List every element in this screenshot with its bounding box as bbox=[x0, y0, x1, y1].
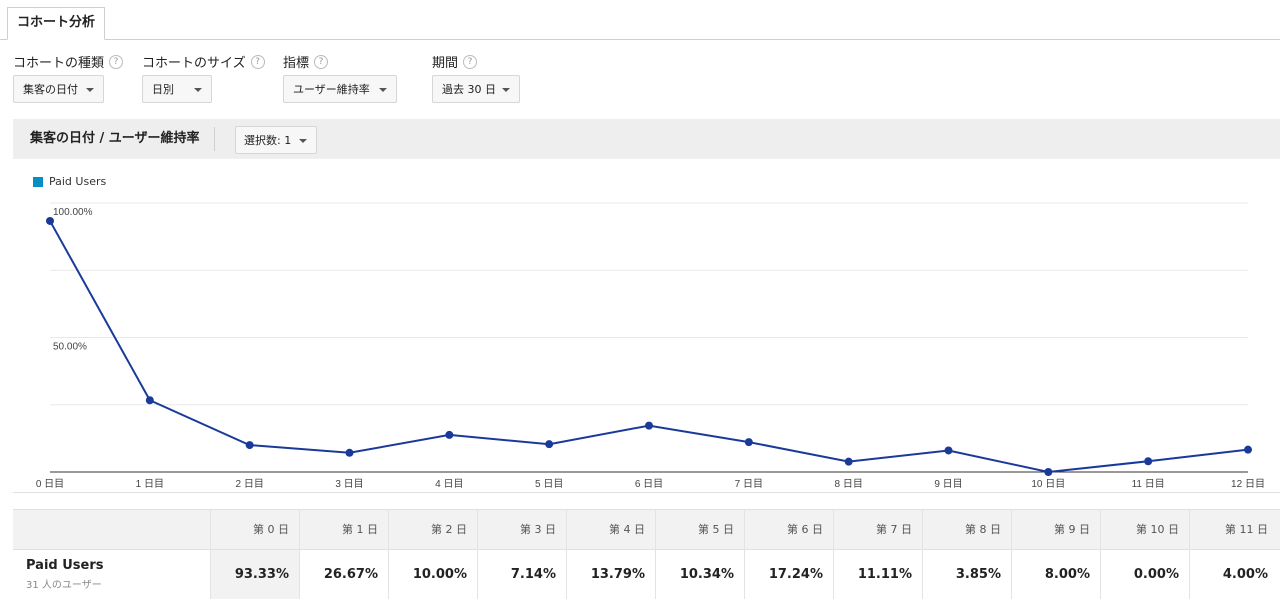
cohort-size-label-text: コホートのサイズ bbox=[142, 56, 246, 71]
chart-header: 集客の日付 / ユーザー維持率 選択数: 1 bbox=[13, 119, 1280, 159]
column-header: 第 9 日 bbox=[1011, 510, 1100, 550]
x-tick-label: 3 日目 bbox=[335, 479, 363, 490]
question-circle-icon[interactable]: ? bbox=[109, 54, 124, 69]
caret-down-icon bbox=[299, 139, 307, 143]
data-point bbox=[145, 396, 154, 405]
cohort-size-dropdown[interactable]: 日別 bbox=[142, 75, 212, 103]
period-label: 期間 ? bbox=[432, 52, 478, 71]
data-point bbox=[844, 457, 853, 466]
column-header: 第 1 日 bbox=[299, 510, 388, 550]
column-header: 第 10 日 bbox=[1100, 510, 1189, 550]
header-divider bbox=[214, 127, 215, 151]
question-circle-icon[interactable]: ? bbox=[463, 54, 478, 69]
column-header: 第 6 日 bbox=[744, 510, 833, 550]
table-cell[interactable]: 3.85% bbox=[922, 550, 1011, 599]
x-tick-label: 1 日目 bbox=[136, 479, 164, 490]
column-header: 第 7 日 bbox=[833, 510, 922, 550]
period-dropdown[interactable]: 過去 30 日 bbox=[432, 75, 520, 103]
metric-label-text: 指標 bbox=[283, 56, 310, 71]
column-header: 第 11 日 bbox=[1189, 510, 1278, 550]
data-point bbox=[744, 438, 753, 447]
period-label-text: 期間 bbox=[432, 56, 459, 71]
row-header: Paid Users 31 人のユーザー bbox=[13, 550, 210, 599]
cohort-size-label: コホートのサイズ ? bbox=[142, 52, 265, 71]
x-tick-label: 9 日目 bbox=[934, 479, 962, 490]
table-header: 第 0 日第 1 日第 2 日第 3 日第 4 日第 5 日第 6 日第 7 日… bbox=[13, 510, 1280, 550]
metric-label: 指標 ? bbox=[283, 52, 329, 71]
x-tick-label: 4 日目 bbox=[435, 479, 463, 490]
tab-cohort-analysis[interactable]: コホート分析 bbox=[7, 7, 106, 40]
table-row[interactable]: Paid Users 31 人のユーザー 93.33% 26.67% 10.00% 7… bbox=[13, 550, 1280, 599]
table-cell[interactable]: 0.00% bbox=[1100, 550, 1189, 599]
table-cell[interactable]: 10.00% bbox=[388, 550, 477, 599]
chart-legend[interactable]: Paid Users bbox=[33, 175, 106, 188]
x-tick-label: 0 日目 bbox=[36, 479, 64, 490]
column-header: 第 2 日 bbox=[388, 510, 477, 550]
table-cell[interactable]: 26.67% bbox=[299, 550, 388, 599]
data-point bbox=[1144, 457, 1153, 466]
caret-down-icon bbox=[194, 88, 202, 92]
x-tick-label: 11 日目 bbox=[1132, 479, 1165, 490]
data-point bbox=[645, 421, 653, 430]
column-header: 第 8 日 bbox=[922, 510, 1011, 550]
caret-down-icon bbox=[86, 88, 94, 92]
table-cell[interactable]: 8.00% bbox=[1011, 550, 1100, 599]
x-tick-label: 6 日目 bbox=[635, 479, 663, 490]
x-tick-label: 7 日目 bbox=[735, 479, 763, 490]
cohort-table: 第 0 日第 1 日第 2 日第 3 日第 4 日第 5 日第 6 日第 7 日… bbox=[13, 509, 1280, 599]
x-tick-label: 10 日目 bbox=[1031, 479, 1065, 490]
metric-dropdown[interactable]: ユーザー維持率 bbox=[283, 75, 397, 103]
legend-swatch bbox=[33, 176, 43, 187]
cohort-type-value: 集客の日付 bbox=[23, 83, 78, 96]
table-cell[interactable]: 4.00% bbox=[1189, 550, 1278, 599]
data-point bbox=[445, 430, 454, 439]
legend-label: Paid Users bbox=[49, 175, 107, 188]
y-tick-label: 100.00% bbox=[53, 207, 93, 218]
period-value: 過去 30 日 bbox=[442, 83, 496, 96]
table-cell[interactable]: 7.14% bbox=[477, 550, 566, 599]
chart-title: 集客の日付 / ユーザー維持率 bbox=[30, 131, 200, 146]
data-point bbox=[245, 441, 254, 450]
x-tick-label: 2 日目 bbox=[235, 479, 263, 490]
data-point bbox=[345, 448, 354, 457]
table-cell[interactable]: 10.34% bbox=[655, 550, 744, 599]
caret-down-icon bbox=[379, 88, 387, 92]
data-point bbox=[944, 446, 953, 455]
cohort-size-value: 日別 bbox=[152, 83, 174, 96]
x-tick-label: 8 日目 bbox=[834, 479, 862, 490]
row-name: Paid Users bbox=[26, 558, 104, 573]
chart-bottom-border bbox=[13, 492, 1280, 493]
column-header: 第 3 日 bbox=[477, 510, 566, 550]
column-header: 第 5 日 bbox=[655, 510, 744, 550]
table-cell[interactable]: 93.33% bbox=[210, 550, 299, 599]
row-subtitle: 31 人のユーザー bbox=[26, 580, 102, 591]
question-circle-icon[interactable]: ? bbox=[250, 54, 265, 69]
tab-bar: コホート分析 bbox=[0, 0, 1280, 40]
cohort-type-label-text: コホートの種類 bbox=[13, 56, 105, 71]
selection-count-dropdown[interactable]: 選択数: 1 bbox=[235, 126, 317, 154]
cohort-type-label: コホートの種類 ? bbox=[13, 52, 124, 71]
table-cell[interactable]: 17.24% bbox=[744, 550, 833, 599]
selection-count-value: 選択数: 1 bbox=[244, 134, 292, 147]
data-point bbox=[46, 216, 54, 225]
x-tick-label: 5 日目 bbox=[535, 479, 563, 490]
retention-line-chart: 100.00% 50.00% 0 日目 1 日目 2 日目 3 日目 4 日目 5 日目 6 日… bbox=[36, 202, 1265, 490]
data-point bbox=[545, 440, 554, 449]
y-tick-label: 50.00% bbox=[53, 342, 87, 353]
cohort-type-dropdown[interactable]: 集客の日付 bbox=[13, 75, 104, 103]
table-cell[interactable]: 11.11% bbox=[833, 550, 922, 599]
table-cell[interactable]: 13.79% bbox=[566, 550, 655, 599]
data-point bbox=[1244, 445, 1252, 454]
caret-down-icon bbox=[502, 88, 510, 92]
column-header: 第 4 日 bbox=[566, 510, 655, 550]
x-tick-label: 12 日目 bbox=[1231, 479, 1265, 490]
column-header: 第 0 日 bbox=[210, 510, 299, 550]
series-line bbox=[49, 220, 1249, 474]
data-point bbox=[1044, 468, 1053, 476]
metric-value: ユーザー維持率 bbox=[293, 83, 370, 96]
question-circle-icon[interactable]: ? bbox=[314, 54, 329, 69]
